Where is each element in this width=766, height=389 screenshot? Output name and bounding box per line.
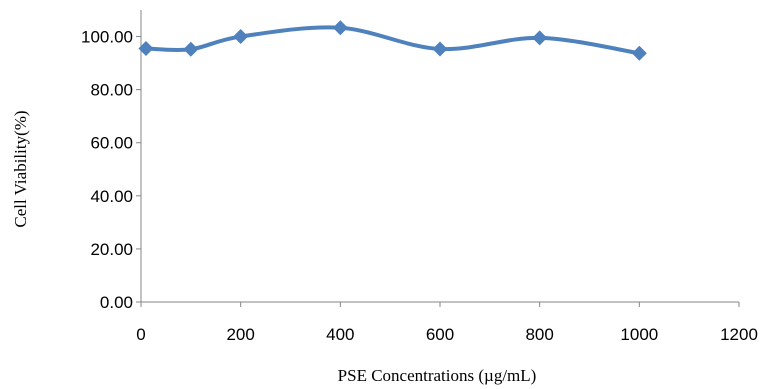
data-point-marker (183, 41, 199, 57)
data-point-marker (631, 45, 647, 61)
data-point-marker (332, 20, 348, 36)
y-tick-label: 100.00 (81, 28, 133, 47)
y-tick-label: 40.00 (90, 187, 133, 206)
x-tick-label: 1000 (620, 325, 658, 344)
data-point-marker (432, 41, 448, 57)
y-tick-label: 60.00 (90, 134, 133, 153)
y-axis-title: Cell Viability(%) (11, 110, 30, 227)
y-tick-label: 80.00 (90, 81, 133, 100)
series-line (143, 25, 642, 56)
y-tick-group: 0.00 20.00 40.00 60.00 80.00 100.00 (81, 28, 141, 312)
x-axis-title: PSE Concentrations (µg/mL) (338, 366, 537, 385)
y-tick-label: 0.00 (100, 293, 133, 312)
x-tick-label: 800 (525, 325, 553, 344)
y-tick-label: 20.00 (90, 240, 133, 259)
data-point-marker (233, 29, 249, 45)
x-tick-label: 1200 (720, 325, 758, 344)
x-tick-label: 600 (426, 325, 454, 344)
x-tick-label: 0 (136, 325, 145, 344)
data-point-marker (138, 40, 154, 56)
marker-group (138, 20, 647, 61)
x-tick-label: 400 (326, 325, 354, 344)
x-tick-group: 0 200 400 600 800 1000 1200 (136, 302, 758, 344)
x-tick-label: 200 (226, 325, 254, 344)
data-point-marker (532, 30, 548, 46)
